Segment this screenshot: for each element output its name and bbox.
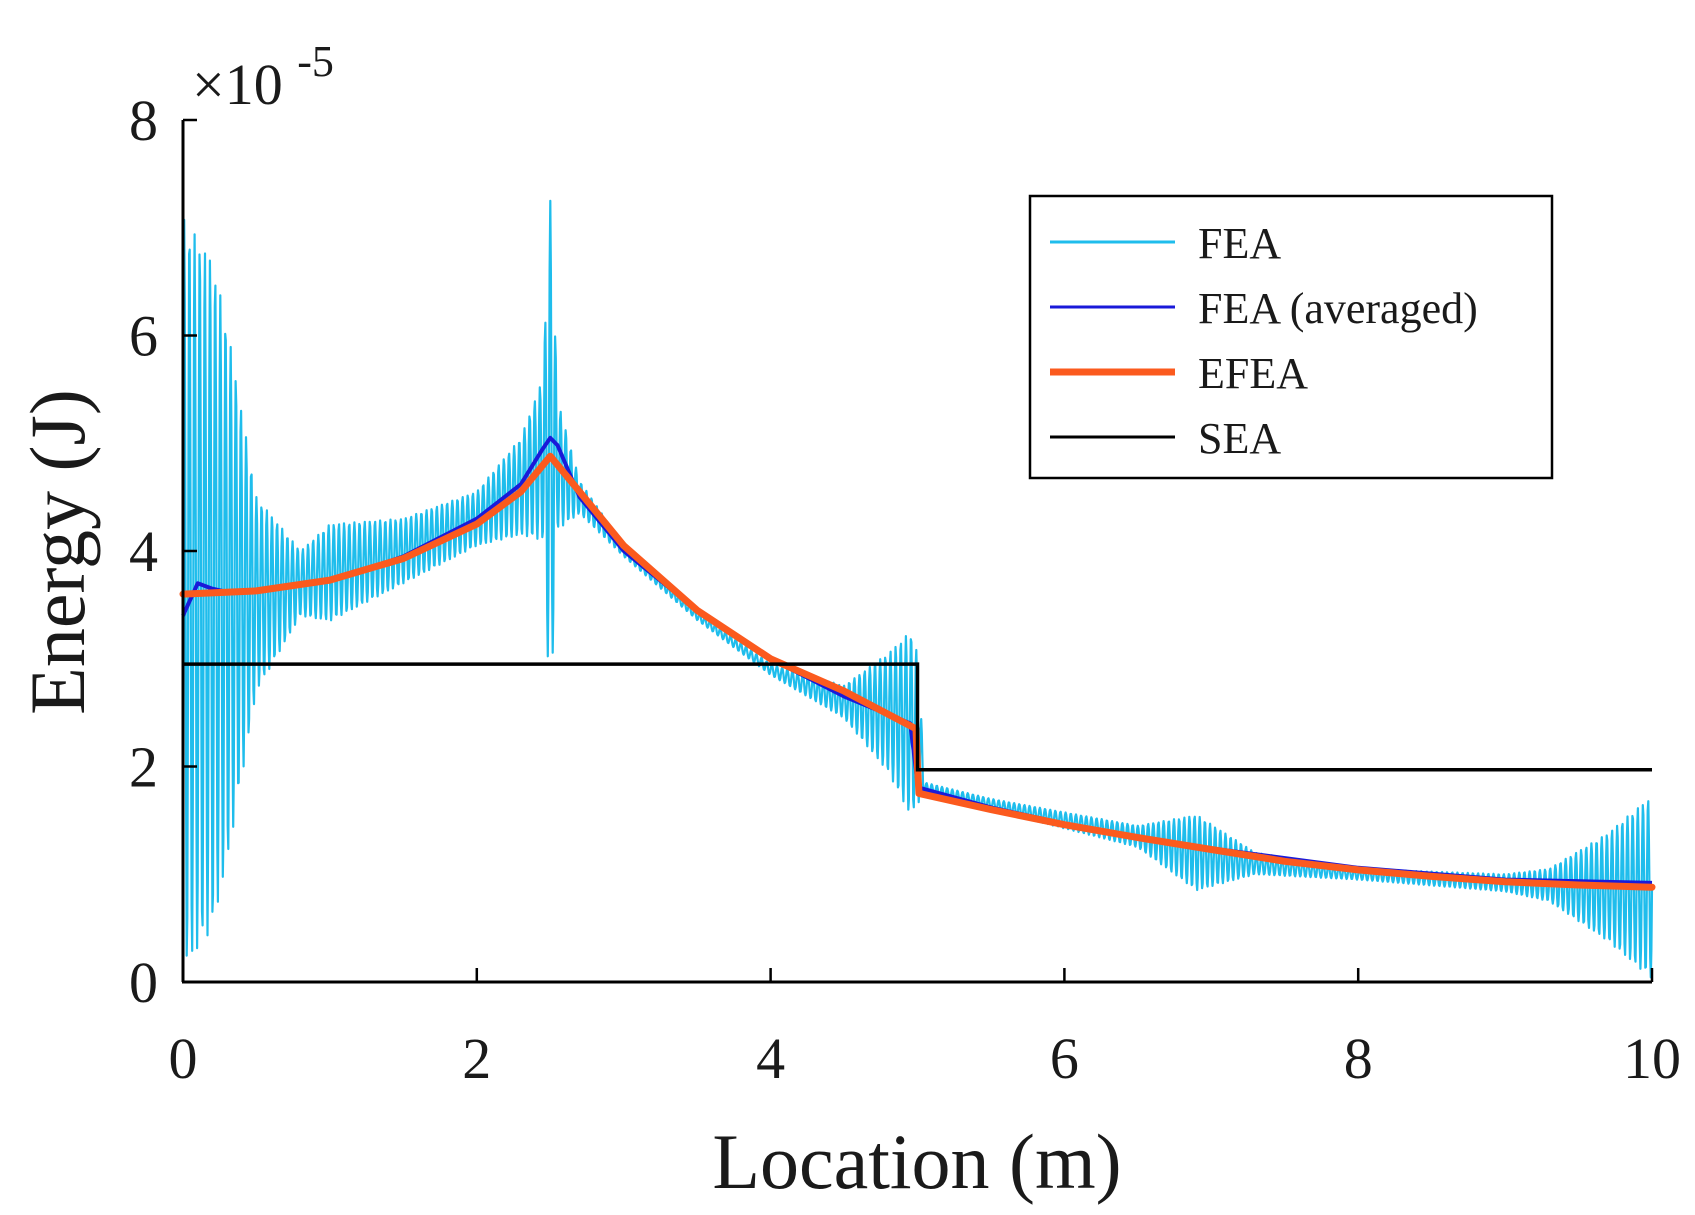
- legend-label-fea: FEA: [1198, 219, 1281, 268]
- x-tick-label: 10: [1623, 1026, 1681, 1091]
- ticks: 0 2 4 6 8 10 0 2 4 6 8: [129, 88, 1681, 1091]
- x-tick-label: 2: [462, 1026, 491, 1091]
- sea-series: [183, 662, 1652, 772]
- x-tick-label: 6: [1050, 1026, 1079, 1091]
- legend-label-efea: EFEA: [1198, 349, 1308, 398]
- y-tick-label: 8: [129, 88, 158, 153]
- x-tick-label: 8: [1344, 1026, 1373, 1091]
- legend: FEA FEA (averaged) EFEA SEA: [1028, 194, 1554, 480]
- y-tick-label: 2: [129, 735, 158, 800]
- legend-label-sea: SEA: [1198, 414, 1281, 463]
- y-exponent-label: ×10 -5: [192, 37, 334, 117]
- y-exponent-power: -5: [297, 37, 334, 86]
- y-tick-label: 6: [129, 304, 158, 369]
- y-tick-label: 4: [129, 519, 158, 584]
- y-tick-label: 0: [129, 950, 158, 1015]
- x-axis-label: Location (m): [712, 1118, 1121, 1205]
- legend-label-fea-averaged: FEA (averaged): [1198, 284, 1478, 333]
- x-tick-label: 0: [169, 1026, 198, 1091]
- x-tick-label: 4: [756, 1026, 785, 1091]
- y-axis-label: Energy (J): [14, 389, 101, 715]
- sea-line: [183, 662, 1652, 772]
